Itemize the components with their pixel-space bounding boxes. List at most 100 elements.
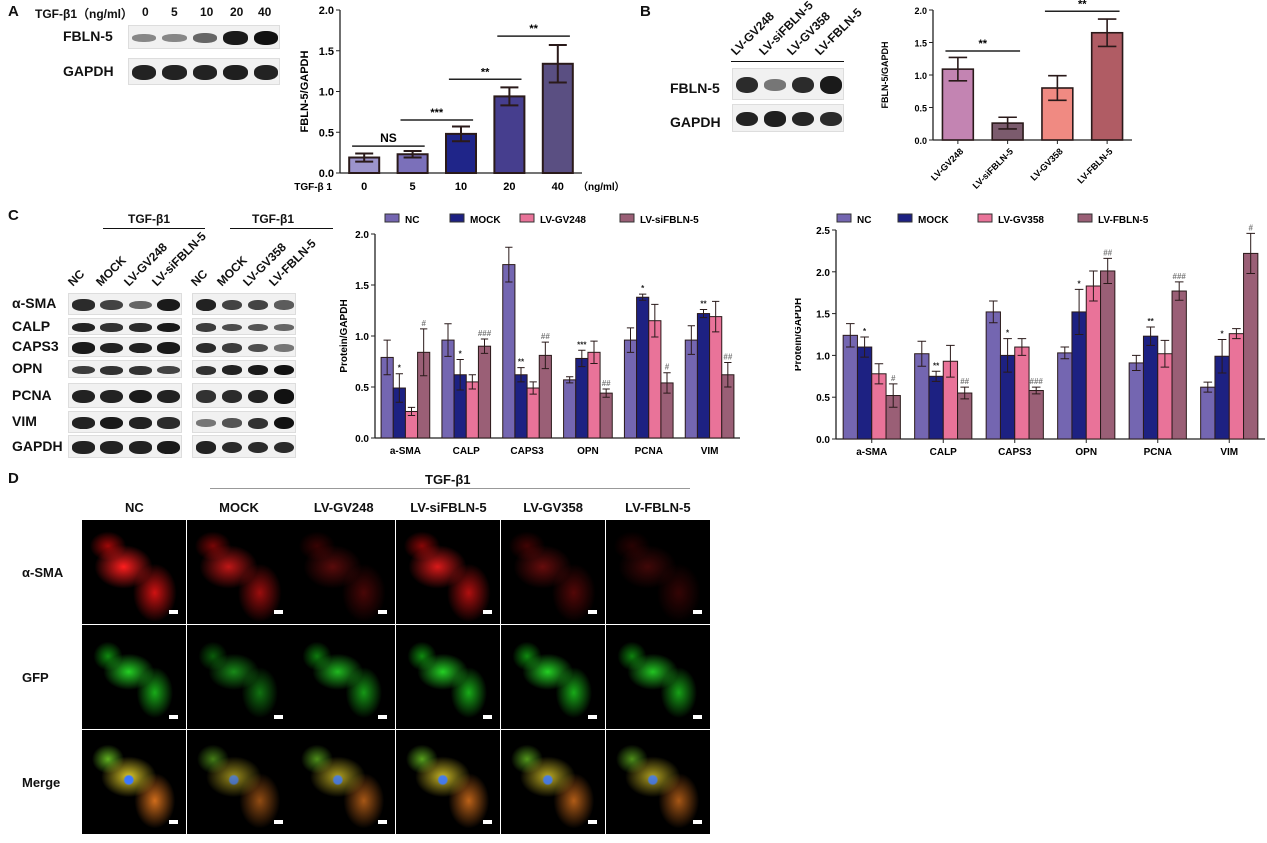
x-tick-label: LV-FBLN-5 bbox=[1075, 146, 1114, 185]
y-tick-label: 1.0 bbox=[319, 87, 334, 99]
y-tick-label: 1.5 bbox=[355, 281, 369, 292]
micrograph bbox=[291, 730, 396, 834]
blot-strip-right bbox=[192, 318, 296, 335]
x-tick-label: LV-GV248 bbox=[929, 146, 965, 182]
y-axis-label: FBLN-5/GAPDH bbox=[299, 51, 311, 133]
blot-band bbox=[273, 441, 295, 454]
blot-row-label: FBLN-5 bbox=[63, 28, 113, 44]
panel-letter-c: C bbox=[8, 207, 19, 224]
blot-band bbox=[71, 322, 95, 333]
error-bar bbox=[1174, 281, 1184, 301]
bar bbox=[575, 357, 589, 439]
significance-mark: ** bbox=[700, 299, 707, 308]
blot-band bbox=[221, 441, 243, 454]
blot-band bbox=[763, 79, 787, 91]
bar bbox=[1142, 335, 1159, 440]
error-bar bbox=[383, 339, 391, 376]
error-bar bbox=[578, 349, 586, 368]
blot-band bbox=[128, 342, 152, 354]
error-bar bbox=[1017, 338, 1027, 356]
y-tick-label: 0.5 bbox=[816, 393, 830, 404]
x-tick-label: 0 bbox=[361, 181, 367, 193]
error-bar bbox=[1048, 74, 1067, 102]
blot-strip bbox=[128, 58, 280, 85]
significance-label: ** bbox=[529, 23, 538, 35]
y-axis-label: Protein/GAPDH bbox=[795, 298, 804, 371]
legend-label: LV-FBLN-5 bbox=[1098, 215, 1149, 226]
scale-bar bbox=[483, 610, 493, 614]
blot-row-label: GAPDH bbox=[63, 62, 114, 79]
error-bar bbox=[590, 340, 598, 365]
bar bbox=[648, 320, 662, 439]
blot-band bbox=[247, 343, 269, 353]
dose-label: 5 bbox=[171, 5, 178, 19]
blot-band bbox=[157, 389, 181, 404]
column-label: LV-GV248 bbox=[313, 500, 374, 515]
blot-band bbox=[221, 343, 243, 353]
blot-a-header: TGF-β1（ng/ml） bbox=[35, 7, 133, 21]
legend-swatch bbox=[519, 213, 535, 223]
group-line bbox=[210, 488, 690, 489]
micrograph bbox=[500, 730, 605, 834]
significance-mark: ** bbox=[518, 358, 525, 367]
legend-label: LV-GV358 bbox=[998, 215, 1044, 226]
significance-mark: * bbox=[398, 364, 402, 373]
bar bbox=[465, 381, 479, 439]
scale-bar bbox=[378, 610, 388, 614]
significance-mark: ### bbox=[1173, 272, 1187, 281]
error-bar bbox=[651, 303, 659, 338]
blot-band bbox=[735, 111, 759, 127]
error-bar bbox=[529, 381, 537, 395]
x-tick-label: LV-siFBLN-5 bbox=[971, 146, 1015, 190]
blot-strip-right bbox=[192, 435, 296, 458]
micrograph bbox=[396, 730, 501, 834]
error-bar bbox=[1203, 381, 1213, 393]
blot-band bbox=[128, 441, 152, 454]
x-tick-label: OPN bbox=[577, 446, 599, 457]
dose-label: 0 bbox=[142, 5, 149, 19]
blot-strip-left bbox=[68, 383, 182, 408]
error-bar bbox=[946, 344, 955, 378]
scale-bar bbox=[587, 820, 597, 824]
blot-strip-right bbox=[192, 293, 296, 315]
blot-band bbox=[273, 300, 295, 310]
lane-label: NC bbox=[65, 266, 88, 289]
blot-band bbox=[157, 342, 181, 354]
error-bar bbox=[468, 374, 476, 390]
blot-band bbox=[273, 416, 295, 430]
bar bbox=[1090, 31, 1124, 141]
significance-mark: ## bbox=[1103, 248, 1112, 257]
legend-swatch bbox=[384, 213, 400, 223]
blot-band bbox=[819, 76, 843, 94]
blot-band bbox=[100, 342, 124, 354]
legend-swatch bbox=[449, 213, 465, 223]
error-bar bbox=[888, 383, 898, 408]
scale-bar bbox=[692, 820, 702, 824]
blot-band bbox=[195, 299, 217, 311]
significance-label: NS bbox=[380, 131, 397, 145]
y-tick-label: 0.0 bbox=[816, 435, 830, 446]
significance-label: *** bbox=[430, 107, 444, 119]
lane-label: NC bbox=[188, 266, 211, 289]
error-bar bbox=[931, 370, 941, 382]
blot-band bbox=[195, 323, 217, 332]
bar bbox=[696, 313, 711, 439]
significance-mark: * bbox=[1221, 330, 1225, 339]
blot-row-label: VIM bbox=[12, 413, 37, 429]
significance-mark: * bbox=[459, 349, 463, 358]
micrograph bbox=[605, 625, 710, 729]
blot-band bbox=[71, 441, 95, 454]
bar bbox=[587, 351, 601, 439]
blot-strip-left bbox=[68, 337, 182, 357]
y-tick-label: 0.5 bbox=[914, 104, 927, 114]
blot-band bbox=[157, 322, 181, 333]
y-tick-label: 0.5 bbox=[355, 383, 369, 394]
error-bar bbox=[1217, 339, 1227, 374]
dose-label: 20 bbox=[230, 5, 244, 19]
x-tick-label: 40 bbox=[552, 181, 564, 193]
x-tick-label: CALP bbox=[453, 446, 481, 457]
blot-band bbox=[100, 389, 124, 404]
micrograph bbox=[186, 520, 291, 624]
